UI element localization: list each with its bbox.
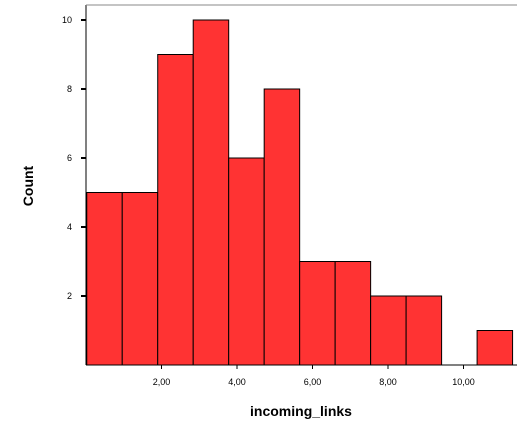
x-axis-title: incoming_links	[250, 403, 352, 419]
x-tick-label: 4,00	[228, 377, 246, 387]
x-tick-label: 8,00	[379, 377, 397, 387]
y-ticks-group: 2 4 6 8 10	[62, 15, 86, 301]
histogram-bar-7	[299, 261, 336, 366]
histogram-bar-2	[121, 192, 159, 366]
histogram-bar-1	[86, 192, 123, 366]
y-axis-title: Count	[20, 165, 36, 206]
y-tick-label: 8	[67, 84, 72, 94]
y-tick-label: 6	[67, 153, 72, 163]
x-tick-label: 6,00	[304, 377, 322, 387]
histogram-bar-8	[334, 261, 372, 366]
y-tick-label: 2	[67, 291, 72, 301]
bars-group	[86, 19, 514, 366]
histogram-bar-6	[263, 88, 301, 366]
histogram-bar-10	[405, 295, 443, 366]
x-ticks-group: 2,00 4,00 6,00 8,00 10,00	[153, 365, 475, 387]
histogram-bar-3	[157, 54, 194, 366]
histogram-bar-4	[192, 19, 230, 366]
histogram-bar-9	[370, 295, 407, 366]
x-tick-label: 10,00	[452, 377, 475, 387]
y-tick-label: 4	[67, 222, 72, 232]
x-tick-label: 2,00	[153, 377, 171, 387]
histogram-bar-12	[476, 330, 514, 366]
y-tick-label: 10	[62, 15, 72, 25]
histogram-bar-5	[228, 157, 265, 366]
